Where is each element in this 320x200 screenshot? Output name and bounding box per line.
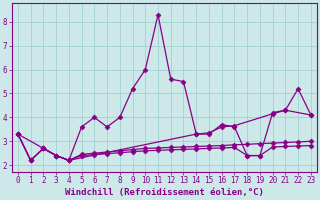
X-axis label: Windchill (Refroidissement éolien,°C): Windchill (Refroidissement éolien,°C) xyxy=(65,188,264,197)
